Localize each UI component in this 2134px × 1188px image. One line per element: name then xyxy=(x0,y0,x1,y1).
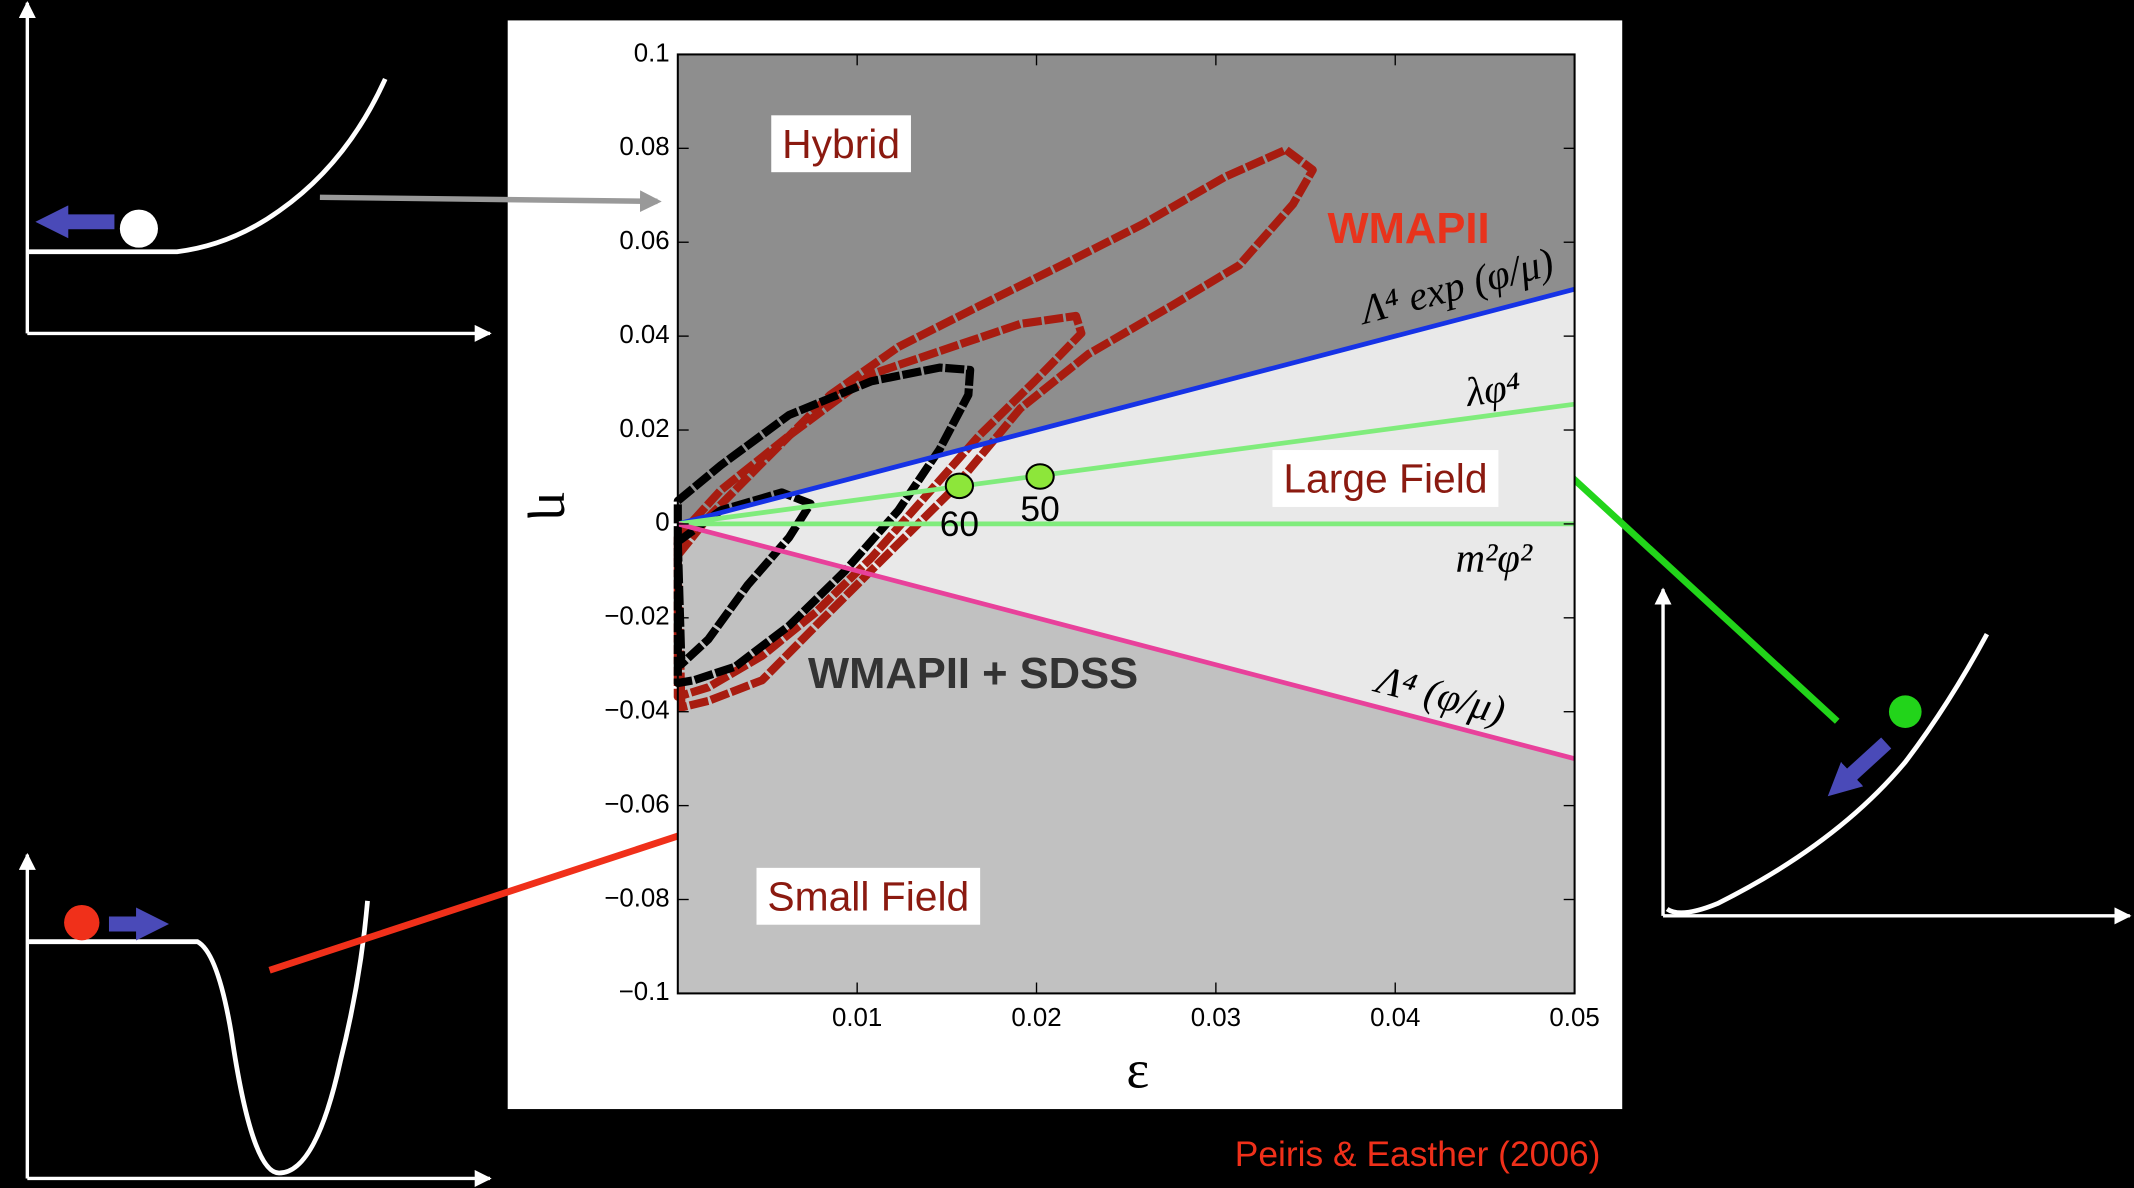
y-tick-label: −0.04 xyxy=(604,697,669,725)
x-tick-label: 0.05 xyxy=(1549,1004,1599,1032)
efold-label: 50 xyxy=(1020,490,1059,529)
region-label-box xyxy=(1272,450,1499,507)
region-label-box xyxy=(756,867,981,925)
y-tick-label: 0 xyxy=(655,509,669,537)
contour xyxy=(673,363,975,688)
line-label: λφ⁴ xyxy=(1462,363,1523,415)
y-axis-label: η xyxy=(527,492,588,520)
y-tick-label: −0.06 xyxy=(604,790,669,818)
model-line xyxy=(677,521,1576,761)
efold-point xyxy=(1025,463,1055,490)
x-tick-label: 0.04 xyxy=(1370,1004,1420,1032)
x-tick-label: 0.02 xyxy=(1011,1004,1061,1032)
model-line xyxy=(677,401,1575,527)
contour-label: WMAPII xyxy=(1328,205,1490,253)
region-label-box xyxy=(771,115,911,173)
y-tick-label: 0.1 xyxy=(634,39,670,67)
y-tick-label: 0.08 xyxy=(619,133,669,161)
y-tick-label: 0.06 xyxy=(619,227,669,255)
region-label-group: Small Field xyxy=(756,867,981,925)
contour-label: WMAPII + SDSS xyxy=(808,650,1138,698)
x-axis-label: ε xyxy=(1126,1039,1149,1100)
region-label: Small Field xyxy=(767,873,969,919)
efold-label: 60 xyxy=(940,505,979,544)
large-field-potential-sketch xyxy=(1529,438,2132,925)
model-line xyxy=(677,286,1576,527)
region-label-group: Large Field xyxy=(1272,450,1499,507)
y-tick-label: 0.02 xyxy=(619,415,669,443)
line-label: m²φ² xyxy=(1456,535,1533,580)
region-label: Large Field xyxy=(1283,456,1487,502)
region-label: Hybrid xyxy=(782,121,900,167)
contour xyxy=(673,145,1317,712)
y-tick-label: −0.08 xyxy=(604,884,669,912)
y-tick-label: −0.1 xyxy=(619,978,670,1006)
y-tick-label: −0.02 xyxy=(604,603,669,631)
x-tick-label: 0.03 xyxy=(1191,1004,1241,1032)
hybrid-potential-sketch xyxy=(18,1,662,342)
region-label-group: Hybrid xyxy=(771,115,911,173)
contour xyxy=(673,488,815,669)
y-tick-label: 0.04 xyxy=(619,321,669,349)
credit: Peiris & Easther (2006) xyxy=(1235,1135,1601,1174)
x-tick-label: 0.01 xyxy=(832,1004,882,1032)
efold-point xyxy=(944,472,975,500)
